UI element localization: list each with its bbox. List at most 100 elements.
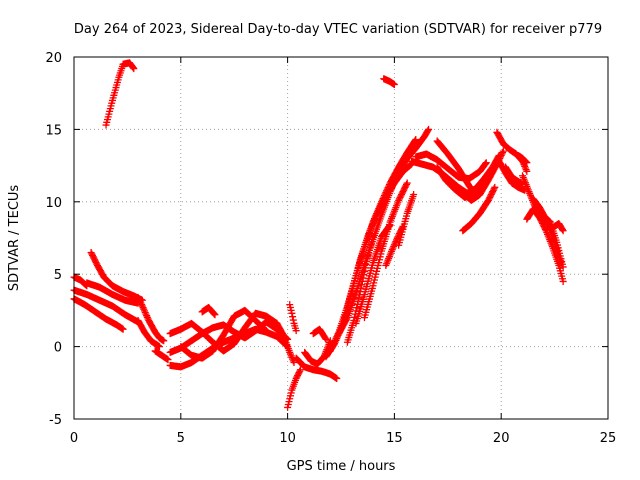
data-point xyxy=(261,325,269,333)
data-point xyxy=(296,367,304,375)
data-point xyxy=(425,125,433,133)
series-arc-1 xyxy=(102,60,127,129)
series-arc-10 xyxy=(134,317,163,351)
series-arc-4 xyxy=(70,295,127,333)
series-arc-5 xyxy=(70,286,142,326)
data-point xyxy=(328,344,336,352)
y-tick-label: 0 xyxy=(54,341,62,356)
series-arc-38 xyxy=(495,157,529,194)
data-point xyxy=(210,309,218,317)
data-point xyxy=(412,136,420,144)
data-point xyxy=(369,233,377,241)
data-point xyxy=(541,225,549,233)
data-point xyxy=(160,337,168,345)
x-axis-label: GPS time / hours xyxy=(287,459,396,474)
data-points xyxy=(70,59,567,411)
data-point xyxy=(143,312,151,320)
series-arc-17 xyxy=(273,319,298,367)
series-arc-35 xyxy=(450,147,507,204)
plot-frame xyxy=(73,56,609,420)
data-point xyxy=(330,339,338,347)
data-point xyxy=(522,158,530,166)
data-point xyxy=(390,242,398,250)
data-point xyxy=(289,316,297,324)
data-point xyxy=(164,356,172,364)
x-tick-label: 10 xyxy=(279,431,296,446)
y-tick-label: 20 xyxy=(45,51,62,66)
series-arc-8 xyxy=(83,279,142,307)
data-point xyxy=(143,313,151,321)
data-point xyxy=(130,65,138,73)
series-arc-22 xyxy=(309,325,330,343)
data-point xyxy=(389,244,397,252)
data-point xyxy=(499,149,507,157)
series-arc-43 xyxy=(540,212,567,271)
data-point xyxy=(138,301,146,309)
data-point xyxy=(328,342,336,350)
y-tick-label: 15 xyxy=(45,123,62,138)
data-point xyxy=(378,196,386,204)
data-point xyxy=(155,343,163,351)
data-point xyxy=(322,335,330,343)
series-arc-41 xyxy=(523,205,567,285)
axis-ticks: 0 5 10 15 20 25 -5 0 5 10 15 20 xyxy=(45,51,616,446)
data-point xyxy=(392,175,400,183)
series-arc-30 xyxy=(395,191,418,249)
series-arc-36 xyxy=(459,183,499,235)
data-point xyxy=(142,310,150,318)
data-point xyxy=(331,336,339,344)
series-arc-26 xyxy=(343,233,377,346)
data-point xyxy=(424,127,432,135)
data-point xyxy=(333,374,341,382)
data-point xyxy=(482,159,490,167)
data-point xyxy=(403,180,411,188)
data-point xyxy=(523,167,531,175)
data-point xyxy=(262,326,270,334)
data-point xyxy=(129,64,137,72)
data-point xyxy=(211,311,219,319)
series-arc-44 xyxy=(514,151,531,167)
series-arc-2 xyxy=(119,59,138,73)
y-tick-label: 5 xyxy=(54,268,62,283)
data-point xyxy=(289,313,297,321)
data-point xyxy=(521,157,529,165)
data-point xyxy=(138,302,146,310)
data-point xyxy=(355,294,363,302)
data-point xyxy=(558,226,566,234)
data-point xyxy=(327,345,335,353)
data-point xyxy=(357,284,365,292)
x-tick-label: 0 xyxy=(70,431,78,446)
data-point xyxy=(343,315,351,323)
data-point xyxy=(391,177,399,185)
data-point xyxy=(410,191,418,199)
data-point xyxy=(393,172,401,180)
data-point xyxy=(390,81,398,89)
data-point xyxy=(329,341,337,349)
data-point xyxy=(388,246,396,254)
data-point xyxy=(361,264,369,272)
data-point xyxy=(411,137,419,145)
data-point xyxy=(403,179,411,187)
data-point xyxy=(288,309,296,317)
data-point xyxy=(141,308,149,316)
series-arc-18 xyxy=(284,366,304,411)
data-point xyxy=(321,334,329,342)
series-arc-39 xyxy=(501,163,527,188)
data-point xyxy=(292,327,300,335)
data-point xyxy=(140,305,148,313)
data-point xyxy=(362,261,370,269)
series-arc-19 xyxy=(286,301,300,335)
data-point xyxy=(296,366,304,374)
data-point xyxy=(326,347,334,355)
data-point xyxy=(392,238,400,246)
x-tick-label: 5 xyxy=(177,431,185,446)
data-point xyxy=(491,183,499,191)
data-point xyxy=(119,325,127,333)
data-point xyxy=(387,186,395,194)
data-point xyxy=(210,310,218,318)
data-point xyxy=(389,181,397,189)
data-point xyxy=(358,281,366,289)
data-point xyxy=(139,304,147,312)
x-tick-label: 15 xyxy=(386,431,403,446)
